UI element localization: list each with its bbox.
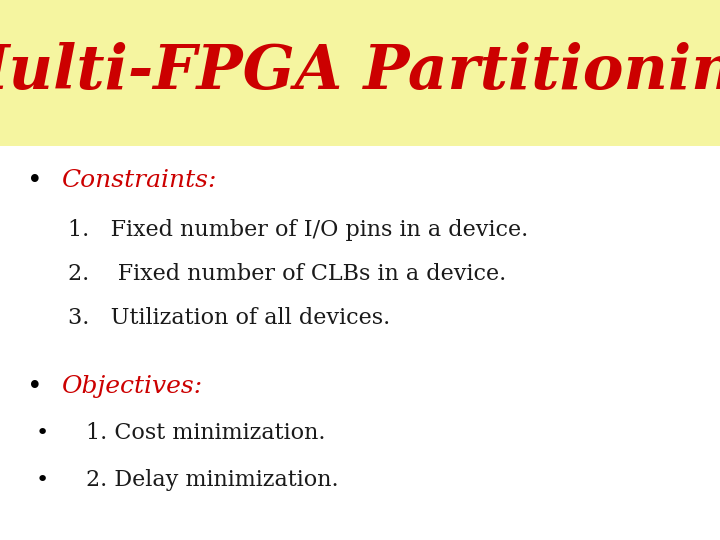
Text: 2.    Fixed number of CLBs in a device.: 2. Fixed number of CLBs in a device. (68, 263, 507, 285)
Text: 1. Cost minimization.: 1. Cost minimization. (86, 422, 326, 444)
Text: Constraints:: Constraints: (61, 170, 217, 192)
Text: 2. Delay minimization.: 2. Delay minimization. (86, 469, 339, 491)
Text: Objectives:: Objectives: (61, 375, 202, 399)
Text: 1.   Fixed number of I/O pins in a device.: 1. Fixed number of I/O pins in a device. (68, 219, 528, 241)
Text: 3.   Utilization of all devices.: 3. Utilization of all devices. (68, 307, 391, 329)
Text: •: • (36, 423, 49, 443)
Text: •: • (27, 374, 43, 400)
Text: •: • (36, 470, 49, 490)
Text: •: • (27, 168, 43, 194)
FancyBboxPatch shape (0, 0, 720, 146)
Text: Multi-FPGA Partitioning: Multi-FPGA Partitioning (0, 43, 720, 103)
